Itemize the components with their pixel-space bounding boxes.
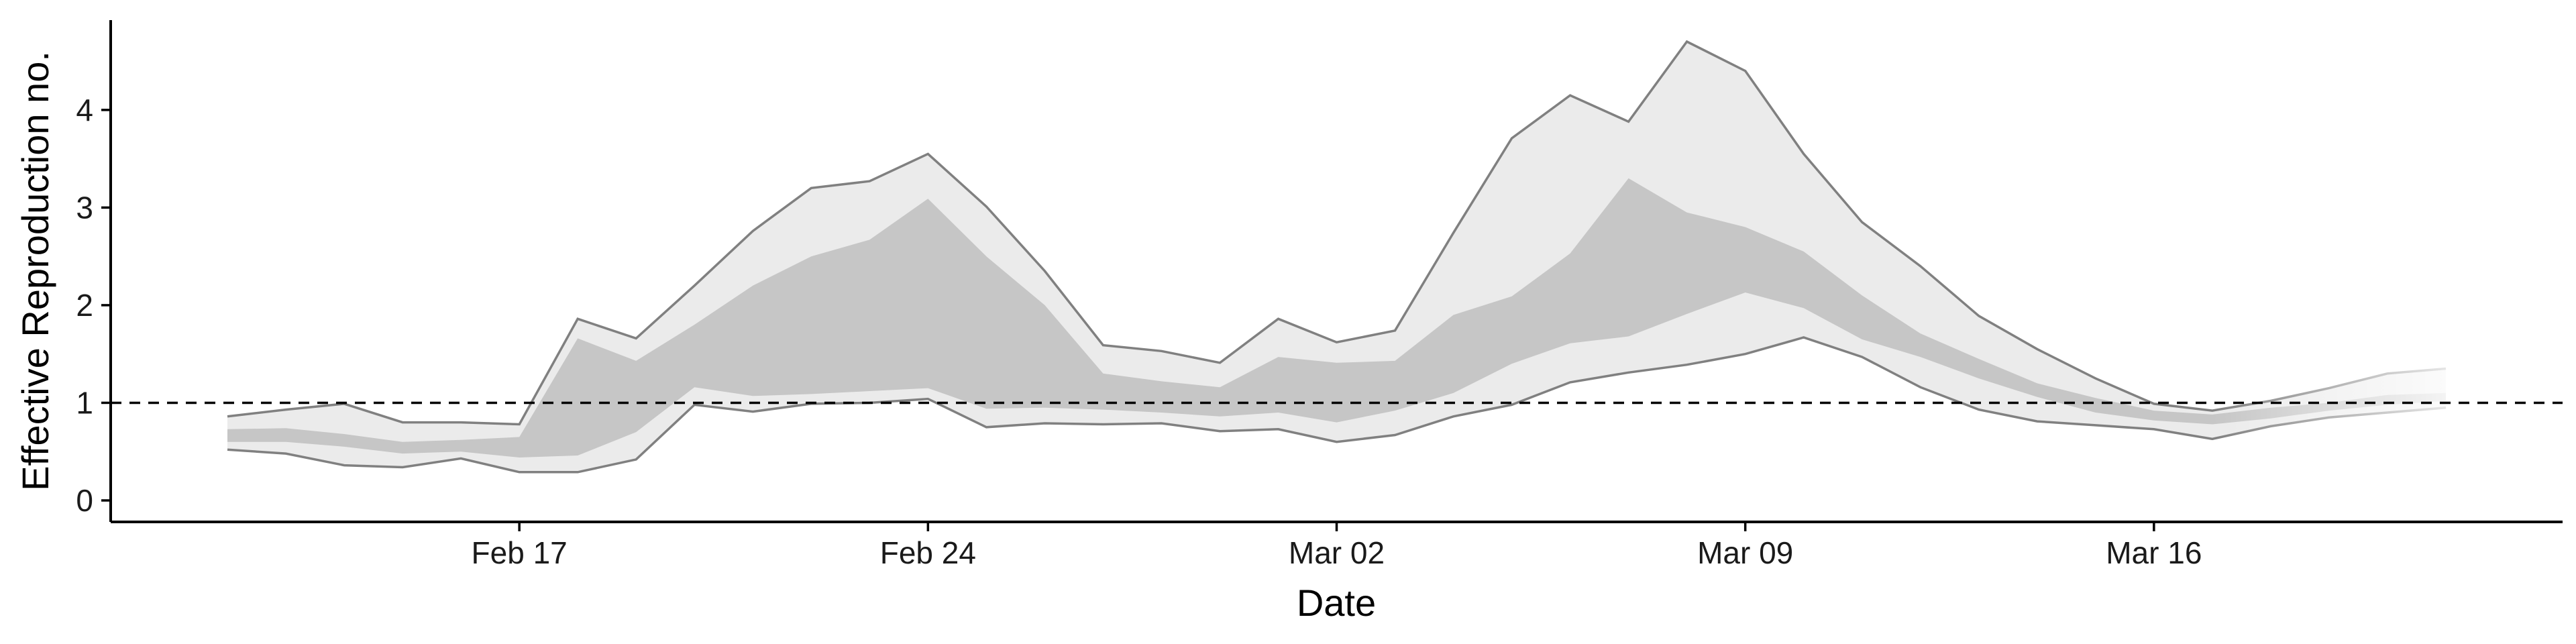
inner-credible-band [227, 178, 2446, 458]
y-tick-label: 3 [76, 190, 93, 225]
lower-bound-line [227, 336, 2447, 474]
upper-bound-line [227, 40, 2447, 426]
plot-area [111, 20, 2563, 519]
x-tick-label: Feb 17 [472, 535, 568, 570]
x-tick-label: Feb 24 [880, 535, 976, 570]
x-tick-label: Mar 02 [1289, 535, 1385, 570]
y-tick-label: 2 [76, 288, 93, 323]
x-tick-label: Mar 16 [2106, 535, 2202, 570]
ticks: 0 1 2 3 4 Feb 17 Feb 24 Mar 02 Mar 09 Mar 16 [76, 93, 2202, 570]
recent-fade-overlay [2212, 20, 2447, 519]
y-axis-title: Effective Reproduction no. [14, 51, 56, 491]
y-tick-label: 0 [76, 483, 93, 518]
y-tick-label: 1 [76, 385, 93, 420]
x-axis-title: Date [1297, 582, 1376, 624]
y-tick-label: 4 [76, 93, 93, 127]
x-tick-label: Mar 09 [1697, 535, 1793, 570]
